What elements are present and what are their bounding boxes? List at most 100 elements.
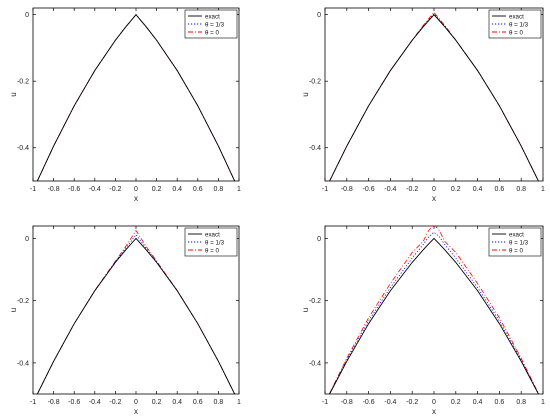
y-axis-label: u xyxy=(9,308,18,312)
x-tick-label: 1 xyxy=(237,186,241,193)
x-tick-label: 0.4 xyxy=(172,186,182,193)
y-tick-label: -0.4 xyxy=(17,360,29,367)
series-line-theta-0 xyxy=(36,229,236,394)
legend-label: θ = 1/3 xyxy=(205,239,225,246)
x-tick-label: 0.8 xyxy=(214,186,224,193)
y-axis-label: u xyxy=(9,92,18,96)
series-line-theta-1-3 xyxy=(329,13,539,181)
legend-label: exact xyxy=(509,13,524,20)
x-tick-label: -0.8 xyxy=(48,186,60,193)
x-tick-label: -0.2 xyxy=(406,399,418,406)
y-tick-label: -0.4 xyxy=(309,145,321,152)
series-line-theta-1-3 xyxy=(36,234,236,394)
legend-label: θ = 1/3 xyxy=(205,21,225,28)
x-tick-label: -0.4 xyxy=(89,399,101,406)
x-tick-label: -0.2 xyxy=(109,186,121,193)
series-line-theta-1-3 xyxy=(328,231,540,394)
x-axis-label: x xyxy=(134,194,138,203)
x-tick-label: 0.6 xyxy=(495,399,505,406)
x-tick-label: -0.8 xyxy=(341,399,353,406)
y-tick-label: -0.2 xyxy=(17,298,29,305)
x-tick-label: 0.2 xyxy=(152,186,162,193)
legend-label: θ = 0 xyxy=(205,247,219,254)
y-tick-label: -0.4 xyxy=(309,360,321,367)
y-tick-label: -0.2 xyxy=(309,79,321,86)
legend-box xyxy=(184,227,238,257)
x-tick-label: -1 xyxy=(30,186,36,193)
x-tick-label: 0.4 xyxy=(473,399,483,406)
x-tick-label: 0 xyxy=(134,399,138,406)
chart-panel-bottom-right: -1 -0.8 -0.6 -0.4 -0.2 0 0.2 0.4 0.6 0.8 1 0 -0.2 -0.… xyxy=(301,225,545,416)
legend-label: θ = 1/3 xyxy=(509,21,529,28)
x-tick-label: -0.8 xyxy=(341,186,353,193)
series-line-exact xyxy=(329,13,539,181)
x-tick-label: -0.2 xyxy=(406,186,418,193)
series-line-theta-0 xyxy=(328,226,540,394)
y-tick-label: -0.2 xyxy=(17,79,29,86)
x-tick-label: -0.4 xyxy=(89,186,101,193)
legend-box xyxy=(488,227,542,257)
x-tick-label: 0.2 xyxy=(451,186,461,193)
x-tick-label: 0 xyxy=(432,399,436,406)
y-tick-label: -0.2 xyxy=(309,298,321,305)
chart-panel-top-left: -1 -0.8 -0.6 -0.4 -0.2 0 0.2 0.4 0.6 0.8 1 0 -0.2 -0.… xyxy=(9,7,241,203)
y-tick-label: -0.4 xyxy=(17,145,29,152)
x-tick-label: -0.8 xyxy=(48,399,60,406)
x-tick-label: -0.6 xyxy=(363,399,375,406)
x-tick-label: 0.6 xyxy=(495,186,505,193)
x-tick-label: 1 xyxy=(541,399,545,406)
series-line-theta-1-3 xyxy=(36,14,236,181)
y-tick-label: 0 xyxy=(317,12,321,19)
series-line-exact xyxy=(329,237,539,394)
series-line-theta-0 xyxy=(36,14,236,181)
x-tick-label: -0.2 xyxy=(109,399,121,406)
x-tick-label: 0 xyxy=(134,186,138,193)
chart-panel-top-right: -1 -0.8 -0.6 -0.4 -0.2 0 0.2 0.4 0.6 0.8 1 0 -0.2 -0.… xyxy=(301,7,545,203)
x-tick-label: -0.4 xyxy=(384,399,396,406)
x-tick-label: -1 xyxy=(30,399,36,406)
y-axis-label: u xyxy=(301,92,310,96)
x-tick-label: -0.4 xyxy=(384,186,396,193)
legend-label: θ = 0 xyxy=(509,29,523,36)
x-tick-label: 0.2 xyxy=(152,399,162,406)
legend-label: θ = 1/3 xyxy=(509,239,529,246)
legend-label: exact xyxy=(509,231,524,238)
x-tick-label: 0.2 xyxy=(451,399,461,406)
y-tick-label: 0 xyxy=(25,236,29,243)
x-axis-label: x xyxy=(134,407,138,416)
legend-label: exact xyxy=(205,13,220,20)
legend-label: θ = 0 xyxy=(509,247,523,254)
x-tick-label: 1 xyxy=(237,399,241,406)
series-line-theta-0 xyxy=(329,11,539,181)
y-tick-label: 0 xyxy=(25,12,29,19)
x-tick-label: 0.4 xyxy=(172,399,182,406)
x-axis-label: x xyxy=(432,194,436,203)
x-tick-label: 0.6 xyxy=(193,399,203,406)
legend-box xyxy=(488,9,542,39)
legend-box xyxy=(184,9,238,39)
x-tick-label: -0.6 xyxy=(68,399,80,406)
x-tick-label: 0.8 xyxy=(516,186,526,193)
x-tick-label: 0 xyxy=(432,186,436,193)
series-line-exact xyxy=(36,13,236,181)
x-tick-label: 0.6 xyxy=(193,186,203,193)
y-axis-label: u xyxy=(301,308,310,312)
x-axis-label: x xyxy=(432,407,436,416)
x-tick-label: 0.8 xyxy=(214,399,224,406)
y-tick-label: 0 xyxy=(317,236,321,243)
legend-label: exact xyxy=(205,231,220,238)
x-tick-label: -1 xyxy=(322,399,328,406)
legend-label: θ = 0 xyxy=(205,29,219,36)
x-tick-label: -0.6 xyxy=(363,186,375,193)
x-tick-label: 1 xyxy=(541,186,545,193)
x-tick-label: -1 xyxy=(322,186,328,193)
x-tick-label: 0.4 xyxy=(473,186,483,193)
x-tick-label: -0.6 xyxy=(68,186,80,193)
chart-panel-bottom-left: -1 -0.8 -0.6 -0.4 -0.2 0 0.2 0.4 0.6 0.8 1 0 -0.2 -0.… xyxy=(9,225,241,416)
x-tick-label: 0.8 xyxy=(516,399,526,406)
